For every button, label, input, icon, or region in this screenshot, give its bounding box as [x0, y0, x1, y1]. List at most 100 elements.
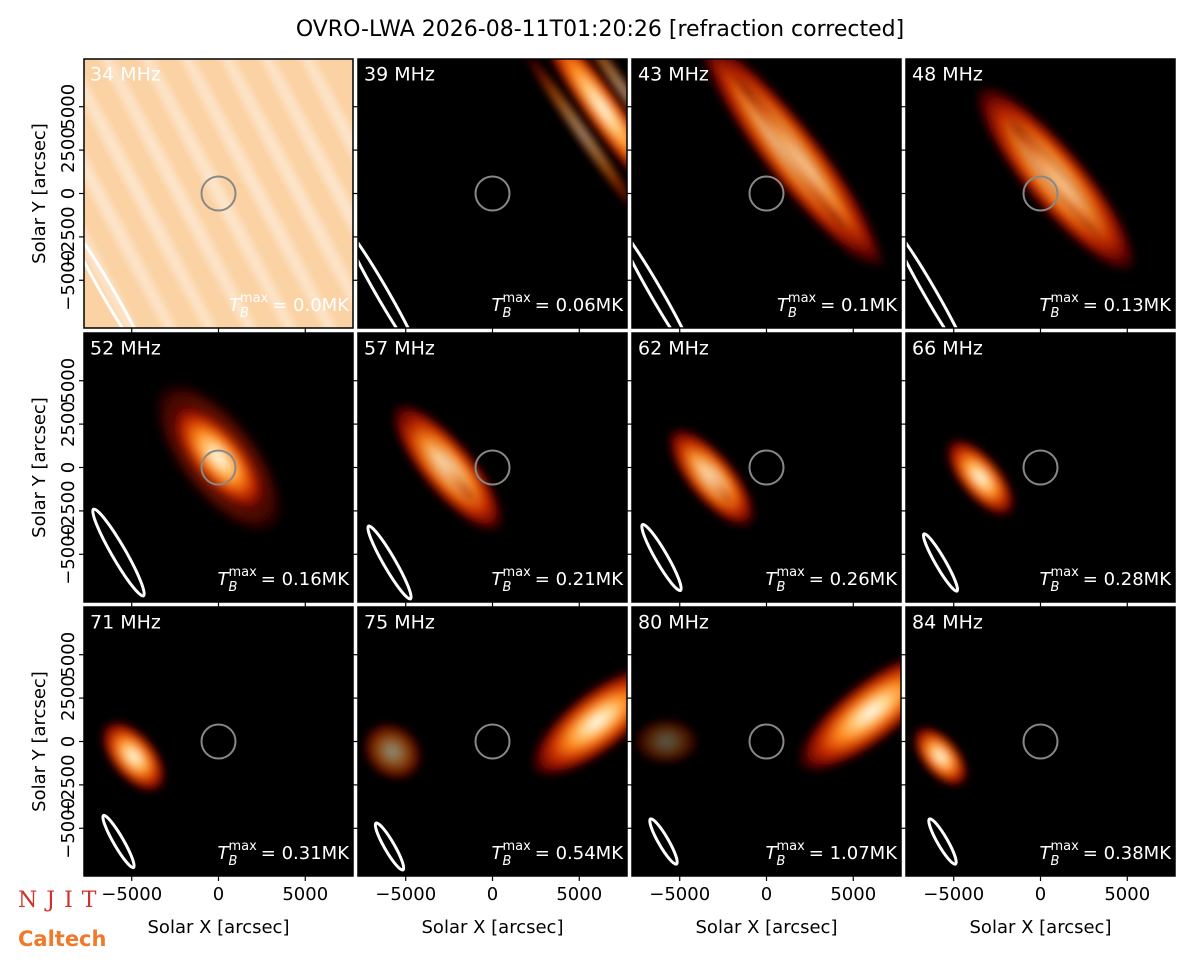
tb-sup: max — [228, 565, 257, 580]
emission-blob — [166, 399, 271, 516]
tb-max-annotation: TBmax = 0.13MK — [1040, 291, 1173, 321]
y-tick-label: −2500 — [58, 754, 79, 815]
tb-sub: B — [1051, 306, 1060, 321]
solar-disk — [200, 175, 237, 212]
emission-blob — [360, 720, 425, 783]
panel: 48 MHz TBmax = 0.13MK — [901, 58, 1176, 333]
panel: 80 MHz TBmax = 1.07MK −5000 0 5000 Solar X [ar… — [627, 606, 902, 938]
panel: 39 MHz TBmax = 0.06MK — [353, 58, 628, 333]
x-tick-label: 5000 — [830, 884, 876, 905]
x-tick-label: −5000 — [375, 884, 436, 905]
tb-sub: B — [503, 580, 512, 595]
panel: 57 MHz TBmax = 0.21MK — [353, 332, 628, 607]
y-tick-label: −2500 — [58, 206, 79, 267]
tb-symbol: T — [766, 843, 779, 864]
tb-max-annotation: TBmax = 0.31MK — [218, 839, 351, 869]
tb-symbol: T — [777, 295, 790, 316]
tb-sup: max — [1050, 291, 1079, 306]
tb-sub: B — [777, 580, 786, 595]
tb-symbol: T — [492, 569, 505, 590]
solar-disk — [748, 723, 785, 760]
tb-sub: B — [503, 854, 512, 869]
x-axis-label: Solar X [arcsec] — [148, 917, 290, 938]
beam — [373, 821, 406, 872]
tb-sup: max — [502, 291, 531, 306]
logo-njit: NJIT — [18, 888, 105, 913]
panel-image — [632, 333, 901, 602]
panel-title: 80 MHz — [638, 612, 709, 634]
y-tick-label: −5000 — [58, 524, 79, 585]
image-streak — [195, 59, 353, 328]
x-tick-label: −5000 — [923, 884, 984, 905]
panel-image — [632, 607, 901, 876]
panel: 84 MHz TBmax = 0.38MK −5000 0 5000 Solar X [ar… — [901, 606, 1176, 938]
panel-image — [84, 333, 353, 602]
beam — [358, 226, 422, 328]
image-streak — [155, 59, 353, 328]
beam — [921, 532, 960, 593]
tb-symbol: T — [218, 843, 231, 864]
emission-blob — [794, 647, 901, 776]
tb-sup: max — [502, 565, 531, 580]
tb-max-annotation: TBmax = 0.1MK — [777, 291, 898, 321]
tb-value: = 0.21MK — [535, 569, 624, 590]
x-tick-label: 5000 — [282, 884, 328, 905]
emission-blob — [519, 59, 627, 224]
tb-value: = 0.26MK — [809, 569, 898, 590]
tb-max-annotation: TBmax = 0.38MK — [1040, 839, 1173, 869]
tb-value: = 0.38MK — [1083, 843, 1172, 864]
emission-blob — [632, 717, 701, 766]
panel-image — [906, 607, 1175, 876]
emission-blob — [99, 718, 168, 795]
tb-value: = 0.1MK — [820, 295, 898, 316]
y-tick-label: −2500 — [58, 480, 79, 541]
tb-max-annotation: TBmax = 0.54MK — [492, 839, 625, 869]
x-tick-label: 5000 — [1104, 884, 1150, 905]
panel-image — [84, 607, 353, 876]
panel-title: 75 MHz — [364, 612, 435, 634]
y-tick-label: 2500 — [58, 401, 79, 447]
solar-disk — [474, 175, 511, 212]
y-tick-label: 5000 — [58, 84, 79, 130]
solar-disk — [1022, 449, 1059, 486]
beam — [648, 817, 679, 866]
y-tick-label: 5000 — [58, 632, 79, 678]
tb-max-annotation: TBmax = 0.16MK — [218, 565, 351, 595]
panel-title: 48 MHz — [912, 64, 983, 86]
panel-image — [358, 59, 627, 328]
panel-title: 62 MHz — [638, 338, 709, 360]
solar-disk — [200, 449, 237, 486]
x-axis-label: Solar X [arcsec] — [970, 917, 1112, 938]
tb-value: = 0.0MK — [272, 295, 350, 316]
image-streak — [84, 59, 202, 328]
tb-value: = 1.07MK — [809, 843, 898, 864]
tb-sub: B — [240, 306, 249, 321]
panel-title: 43 MHz — [638, 64, 709, 86]
tb-sub: B — [788, 306, 797, 321]
tb-symbol: T — [766, 569, 779, 590]
tb-sub: B — [229, 580, 238, 595]
solar-disk — [474, 449, 511, 486]
tb-sup: max — [1050, 839, 1079, 854]
x-tick-label: −5000 — [649, 884, 710, 905]
tb-sub: B — [777, 854, 786, 869]
tb-value: = 0.16MK — [261, 569, 350, 590]
image-streak — [84, 59, 242, 328]
y-tick-label: 2500 — [58, 127, 79, 173]
image-streak — [235, 59, 353, 328]
logo-caltech: Caltech — [18, 927, 106, 951]
beam — [101, 813, 136, 870]
x-axis-label: Solar X [arcsec] — [696, 917, 838, 938]
image-streak — [115, 59, 322, 328]
tb-max-annotation: TBmax = 0.06MK — [492, 291, 625, 321]
tb-sub: B — [503, 306, 512, 321]
panel-image — [906, 59, 1175, 328]
beam — [640, 522, 683, 593]
x-tick-label: 0 — [487, 884, 498, 905]
tb-sub: B — [1051, 580, 1060, 595]
tb-symbol: T — [1040, 569, 1053, 590]
tb-value: = 0.28MK — [1083, 569, 1172, 590]
